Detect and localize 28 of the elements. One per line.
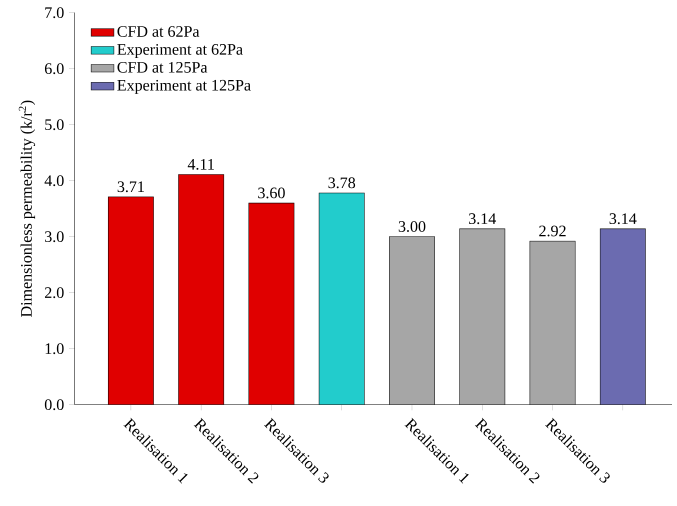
data-label: 3.00 (398, 221, 426, 232)
data-label: 4.11 (188, 159, 214, 170)
legend-label: CFD at 62Pa (117, 26, 200, 37)
bar (248, 202, 294, 405)
data-label: 2.92 (539, 226, 566, 236)
bar (600, 228, 646, 405)
bar (108, 196, 154, 405)
y-tick-label: 5.0 (45, 119, 64, 130)
y-tick-label: 0.0 (44, 399, 64, 410)
legend-label: CFD at 125Pa (117, 62, 208, 73)
legend-label: Experiment at 125Pa (117, 80, 251, 94)
data-label: 3.78 (328, 177, 356, 188)
y-tick-label: 3.0 (45, 231, 64, 242)
bar (530, 240, 576, 405)
legend-label: Experiment at 62Pa (117, 44, 243, 58)
data-label: 3.14 (610, 213, 637, 224)
y-tick-label: 7.0 (45, 7, 64, 18)
y-tick-label: 2.0 (44, 287, 64, 298)
data-label: 3.14 (469, 213, 496, 224)
bar (389, 236, 435, 405)
data-label: 3.71 (118, 181, 144, 192)
bar (459, 228, 506, 405)
bar (178, 174, 224, 405)
y-tick-label: 4.0 (44, 175, 64, 186)
data-label: 3.60 (258, 187, 285, 198)
y-axis-title: Dimensionless permeability (k/r$^{2}$) (18, 100, 36, 317)
y-tick-label: 6.0 (44, 63, 64, 74)
y-tick-label: 1.0 (46, 343, 64, 354)
